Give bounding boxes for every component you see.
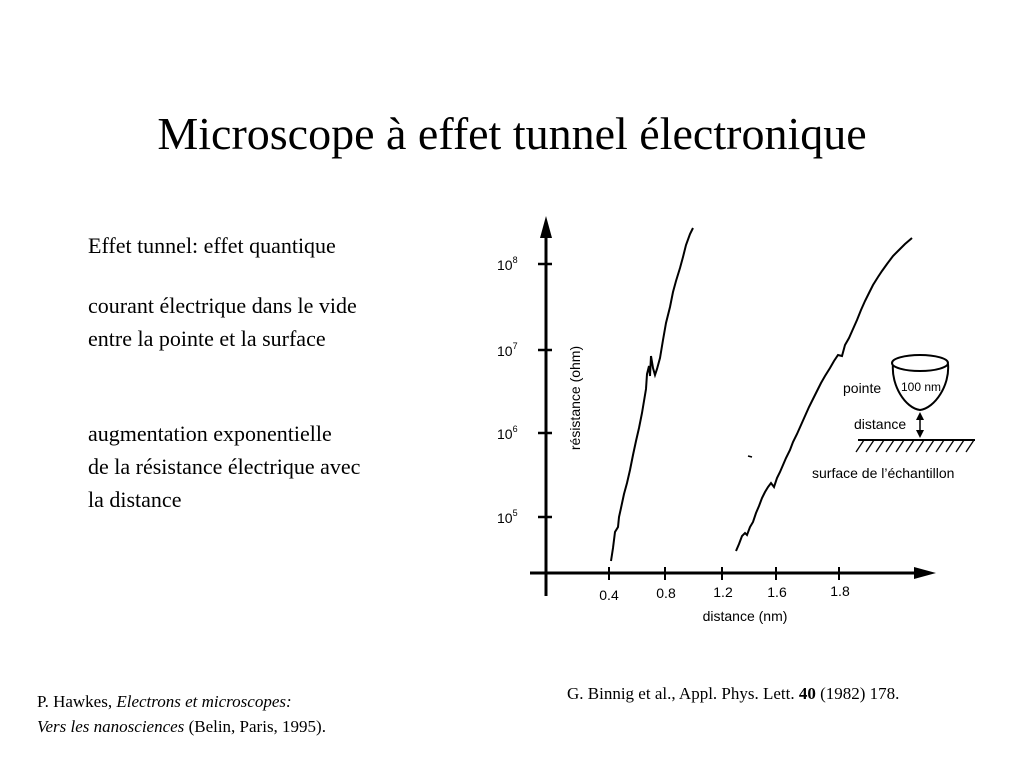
arrow-up-icon [916,412,924,420]
surface-label: surface de l’échantillon [812,465,954,481]
ref-volume: 40 [798,684,816,703]
y-tick-label: 108 [497,255,518,273]
x-tick-label: 1.8 [830,583,850,599]
ref-title: Electrons et microscopes: [116,692,292,711]
y-tick-label: 107 [497,341,518,359]
x-axis-label: distance (nm) [703,608,788,624]
y-tick-label: 106 [497,424,518,442]
x-tick-label: 0.8 [656,585,676,601]
y-tick-label: 105 [497,508,518,526]
curve-left [610,227,694,562]
x-tick-label: 1.2 [713,584,733,600]
arrow-down-icon [916,430,924,438]
tip-top [891,354,949,372]
text-line: Effet tunnel: effet quantique [88,233,336,258]
text-courant: courant électrique dans le vide entre la… [88,289,357,355]
text-effet-tunnel: Effet tunnel: effet quantique [88,229,336,262]
ref-author: P. Hawkes, [37,692,117,711]
distance-label: distance [854,416,906,432]
tip-label: pointe [843,380,881,396]
reference-hawkes: P. Hawkes, Electrons et microscopes: Ver… [37,689,326,739]
text-line: la distance [88,487,182,512]
text-line: augmentation exponentielle [88,421,332,446]
text-line: courant électrique dans le vide [88,293,357,318]
reference-binnig: G. Binnig et al., Appl. Phys. Lett. 40 (… [567,681,899,706]
ref-publisher: (Belin, Paris, 1995). [184,717,326,736]
speck-mark [747,455,753,458]
x-tick-label: 0.4 [599,587,619,603]
surface-hatching [855,439,975,453]
text-line: de la résistance électrique avec [88,454,361,479]
text-augmentation: augmentation exponentielle de la résista… [88,417,360,516]
y-axis-label: résistance (ohm) [567,346,583,450]
x-axis [530,567,936,579]
ref-prefix: G. Binnig et al., Appl. Phys. Lett. [567,684,799,703]
ref-subtitle: Vers les nanosciences [37,717,185,736]
slide-title: Microscope à effet tunnel électronique [157,108,867,159]
tip-size-label: 100 nm [901,380,941,394]
tip-surface-inset: 100 nm pointe distance surface de l’écha… [812,354,975,481]
text-line: entre la pointe et la surface [88,326,326,351]
curve-right [735,237,913,552]
ref-suffix: (1982) 178. [815,684,900,703]
x-tick-label: 1.6 [767,584,787,600]
tip-shape [891,363,950,412]
y-axis [540,216,552,596]
